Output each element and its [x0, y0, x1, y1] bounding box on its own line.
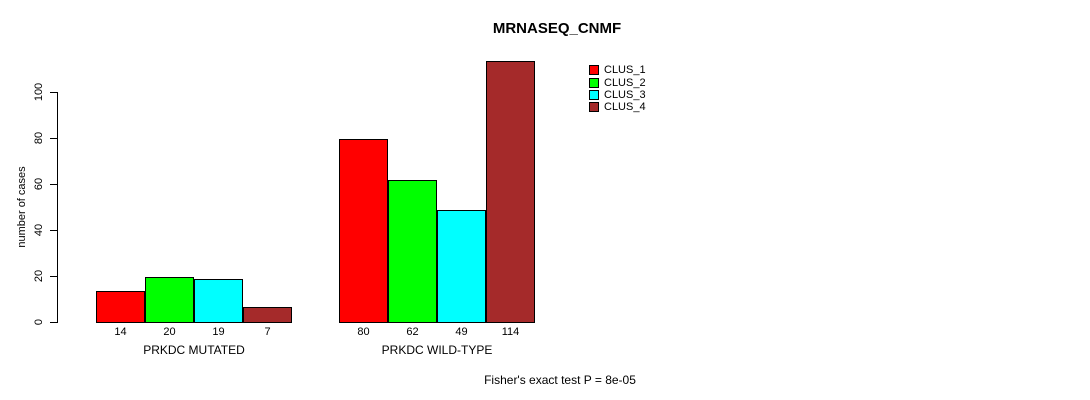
bar-value-label-clus-4-prkdc-wild-type: 114: [501, 326, 520, 338]
legend-swatch-clus-1: [589, 65, 599, 76]
bar-value-label-clus-4-prkdc-mutated: 7: [264, 326, 271, 338]
bar-value-label-clus-2-prkdc-mutated: 20: [163, 326, 176, 338]
bar-value-label-clus-1-prkdc-wild-type: 80: [357, 326, 370, 338]
y-axis-label: number of cases: [16, 166, 28, 248]
y-tick-label-40: 40: [33, 223, 45, 237]
legend-item-clus-1: CLUS_1: [589, 64, 646, 76]
y-tick-label-0: 0: [33, 318, 45, 326]
bar-clus-3-prkdc-wild-type: [437, 210, 486, 323]
bar-value-label-clus-3-prkdc-wild-type: 49: [455, 326, 468, 338]
legend-item-clus-3: CLUS_3: [589, 89, 646, 101]
y-tick-label-80: 80: [33, 131, 45, 145]
y-tick-mark-20: [50, 276, 57, 277]
bar-clus-2-prkdc-mutated: [145, 277, 194, 323]
footnote: Fisher's exact test P = 8e-05: [484, 373, 636, 387]
y-tick-mark-0: [50, 322, 57, 323]
bar-value-label-clus-1-prkdc-mutated: 14: [114, 326, 127, 338]
legend-swatch-clus-2: [589, 77, 599, 88]
legend-swatch-clus-4: [589, 102, 599, 113]
legend-swatch-clus-3: [589, 89, 599, 100]
bar-clus-1-prkdc-wild-type: [339, 139, 388, 323]
bar-clus-4-prkdc-mutated: [243, 307, 292, 323]
legend: CLUS_1 CLUS_2 CLUS_3 CLUS_4: [589, 64, 646, 114]
legend-label-clus-1: CLUS_1: [604, 64, 646, 77]
group-label-prkdc-wild-type: PRKDC WILD-TYPE: [381, 343, 493, 357]
y-tick-mark-80: [50, 138, 57, 139]
y-tick-label-100: 100: [33, 82, 45, 102]
group-label-prkdc-mutated: PRKDC MUTATED: [143, 343, 245, 357]
y-tick-mark-100: [50, 92, 57, 93]
bar-value-label-clus-3-prkdc-mutated: 19: [212, 326, 225, 338]
y-tick-mark-60: [50, 184, 57, 185]
chart-title: MRNASEQ_CNMF: [492, 20, 622, 37]
legend-label-clus-4: CLUS_4: [604, 101, 646, 114]
y-tick-label-20: 20: [33, 269, 45, 283]
y-tick-label-60: 60: [33, 177, 45, 191]
y-axis-line: [57, 92, 58, 323]
legend-label-clus-2: CLUS_2: [604, 76, 646, 89]
bar-clus-1-prkdc-mutated: [96, 291, 145, 323]
bar-value-label-clus-2-prkdc-wild-type: 62: [406, 326, 419, 338]
legend-item-clus-4: CLUS_4: [589, 101, 646, 113]
bar-clus-4-prkdc-wild-type: [486, 61, 535, 323]
bar-clus-2-prkdc-wild-type: [388, 180, 437, 323]
y-tick-mark-40: [50, 230, 57, 231]
legend-item-clus-2: CLUS_2: [589, 76, 646, 89]
bar-clus-3-prkdc-mutated: [194, 279, 243, 323]
legend-label-clus-3: CLUS_3: [604, 88, 646, 101]
